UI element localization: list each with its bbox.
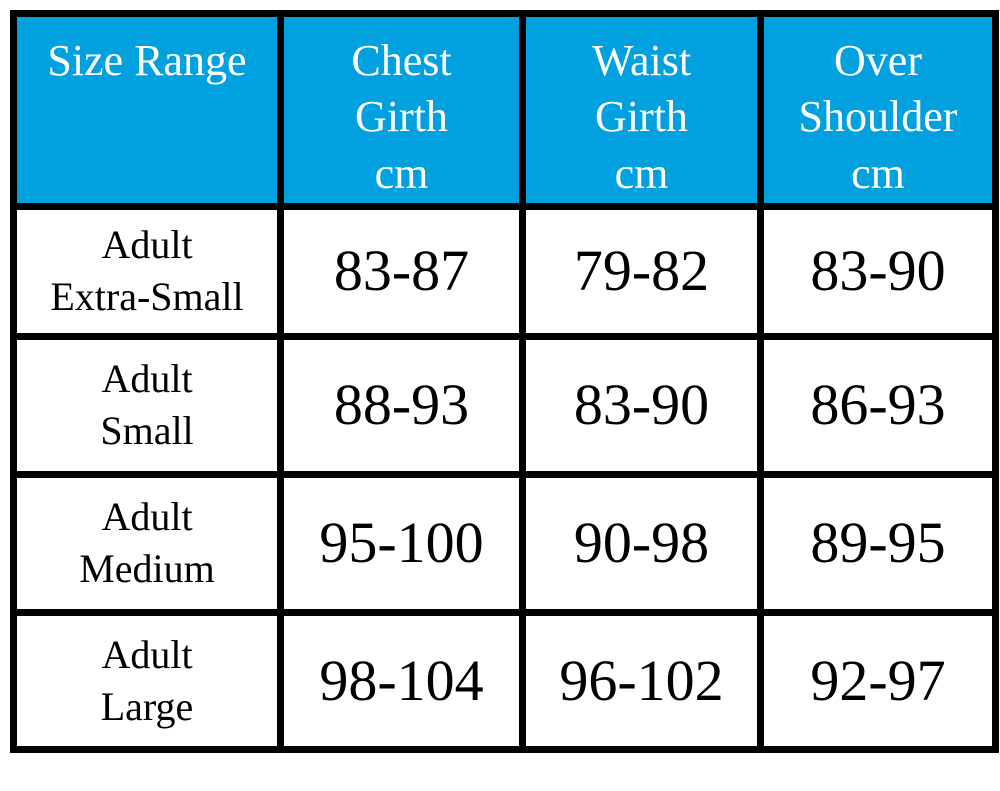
table-row-adult-medium: Adult Medium 95-100 90-98 89-95	[10, 470, 999, 616]
column-header-size-range: Size Range	[10, 10, 284, 210]
over-shoulder-cell: 92-97	[757, 608, 999, 753]
table-row-adult-large: Adult Large 98-104 96-102 92-97	[10, 608, 999, 753]
size-name-cell: Adult Small	[10, 332, 284, 478]
over-shoulder-cell: 83-90	[757, 202, 999, 340]
column-header-over-shoulder: Over Shoulder cm	[757, 10, 999, 210]
size-chart-table: Size Range Chest Girth cm Waist Girth cm…	[10, 10, 999, 753]
chest-girth-cell: 83-87	[277, 202, 526, 340]
waist-girth-cell: 90-98	[519, 470, 764, 616]
waist-girth-cell: 79-82	[519, 202, 764, 340]
table-row-adult-extra-small: Adult Extra-Small 83-87 79-82 83-90	[10, 202, 999, 340]
size-name-cell: Adult Extra-Small	[10, 202, 284, 340]
chest-girth-cell: 95-100	[277, 470, 526, 616]
chest-girth-cell: 98-104	[277, 608, 526, 753]
size-name-cell: Adult Large	[10, 608, 284, 753]
over-shoulder-cell: 89-95	[757, 470, 999, 616]
waist-girth-cell: 83-90	[519, 332, 764, 478]
column-header-chest-girth: Chest Girth cm	[277, 10, 526, 210]
waist-girth-cell: 96-102	[519, 608, 764, 753]
chest-girth-cell: 88-93	[277, 332, 526, 478]
table-header-row: Size Range Chest Girth cm Waist Girth cm…	[10, 10, 999, 210]
size-name-cell: Adult Medium	[10, 470, 284, 616]
table-row-adult-small: Adult Small 88-93 83-90 86-93	[10, 332, 999, 478]
column-header-waist-girth: Waist Girth cm	[519, 10, 764, 210]
over-shoulder-cell: 86-93	[757, 332, 999, 478]
